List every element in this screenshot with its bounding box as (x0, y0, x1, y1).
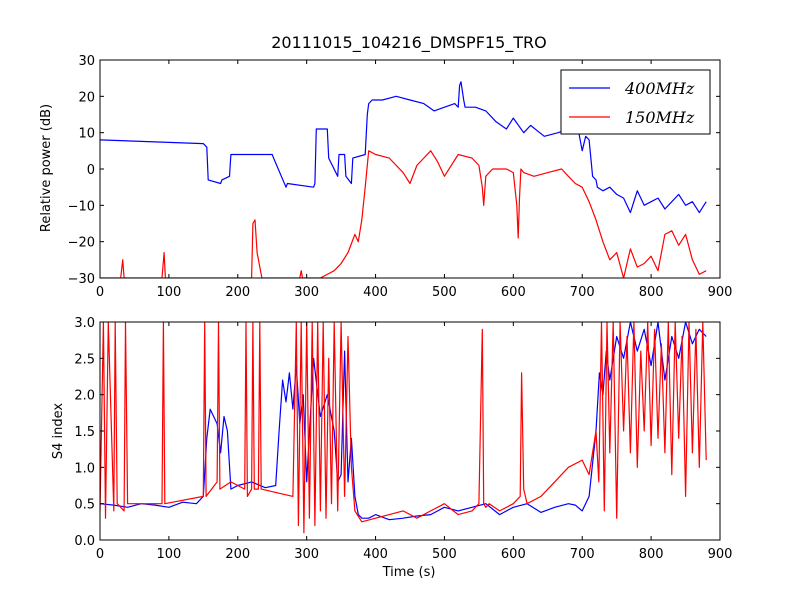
bottom-x-tick-label: 500 (432, 547, 457, 562)
top-y-axis-label: Relative power (dB) (39, 104, 54, 232)
x-axis-label: Time (s) (382, 565, 436, 580)
top-x-tick-label: 700 (570, 285, 595, 300)
top-plot-area: 0 100 200 300 400 500 600 700 800 900 −30 −20 −10 0 10… (68, 54, 733, 300)
top-x-tick-label: 300 (294, 285, 319, 300)
bottom-y-tick-label: 2.0 (74, 389, 95, 404)
bottom-y-axis-label: S4 index (51, 403, 66, 460)
bottom-plot-area: 0 100 200 300 400 500 600 700 800 900 0.0 0.5 1.0 1.5… (74, 316, 732, 562)
top-y-tick-label: −20 (68, 236, 95, 251)
top-title: 20111015_104216_DMSPF15_TRO (271, 33, 547, 53)
top-series-line-400mhz (100, 81, 707, 214)
top-x-tick-label: 900 (708, 285, 733, 300)
top-series-group (100, 81, 707, 278)
bottom-y-tick-label: 0.0 (74, 534, 95, 549)
bottom-series-line-blue (100, 322, 707, 521)
legend-label-400mhz: 400MHz (624, 79, 695, 98)
top-x-tick-label: 800 (639, 285, 664, 300)
top-panel: 20111015_104216_DMSPF15_TRO 0 100 200 300 40… (39, 33, 732, 300)
bottom-x-tick-label: 700 (570, 547, 595, 562)
top-y-tick-label: 0 (87, 163, 95, 178)
top-x-tick-label: 600 (501, 285, 526, 300)
top-y-tick-label: 30 (78, 54, 95, 69)
bottom-y-tick-label: 3.0 (74, 316, 95, 331)
top-x-tick-label: 500 (432, 285, 457, 300)
top-y-tick-label: 10 (78, 127, 95, 142)
bottom-x-tick-label: 900 (708, 547, 733, 562)
bottom-x-tick-label: 400 (363, 547, 388, 562)
top-x-tick-label: 100 (156, 285, 181, 300)
bottom-x-tick-label: 0 (96, 547, 104, 562)
bottom-series-line-red (100, 322, 707, 534)
bottom-x-tick-label: 200 (225, 547, 250, 562)
top-y-tick-label: −10 (68, 199, 95, 214)
top-series-line-150mhz (100, 150, 707, 278)
legend-box (560, 69, 711, 135)
top-y-tick-label: 20 (78, 90, 95, 105)
top-x-tick-label: 400 (363, 285, 388, 300)
bottom-x-tick-label: 100 (156, 547, 181, 562)
top-x-tick-label: 200 (225, 285, 250, 300)
bottom-y-tick-label: 2.5 (74, 352, 95, 367)
bottom-panel: 0 100 200 300 400 500 600 700 800 900 0.0 0.5 1.0 1.5… (51, 316, 732, 580)
bottom-y-tick-label: 0.5 (74, 498, 95, 513)
bottom-x-tick-label: 600 (501, 547, 526, 562)
bottom-y-tick-label: 1.0 (74, 461, 95, 476)
bottom-x-tick-label: 800 (639, 547, 664, 562)
bottom-x-tick-label: 300 (294, 547, 319, 562)
top-legend: 400MHz 150MHz (560, 69, 711, 135)
top-x-tick-label: 0 (96, 285, 104, 300)
bottom-y-tick-label: 1.5 (74, 425, 95, 440)
legend-label-150mhz: 150MHz (625, 108, 695, 127)
top-y-tick-label: −30 (68, 272, 95, 287)
bottom-series-group (100, 322, 707, 534)
